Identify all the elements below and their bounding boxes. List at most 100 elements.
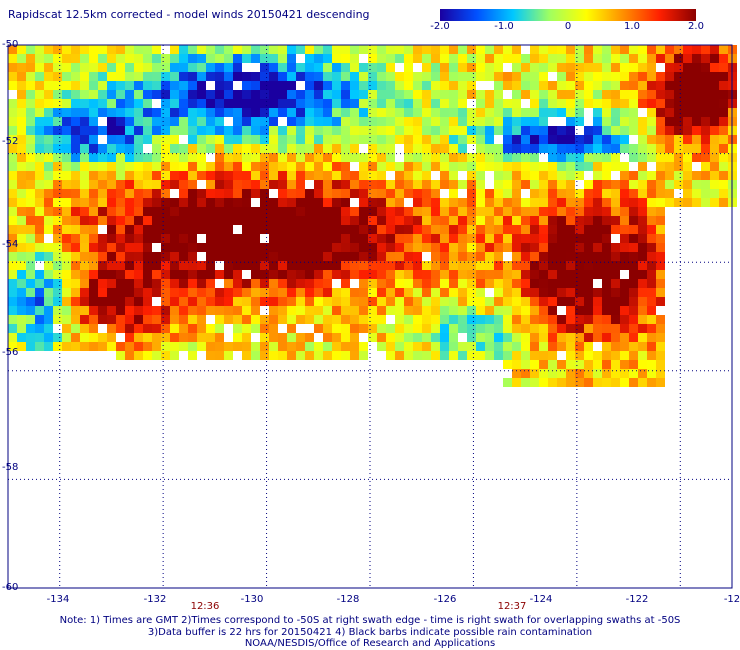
wind-difference-cell bbox=[26, 54, 35, 63]
wind-difference-cell bbox=[215, 144, 224, 153]
wind-difference-cell bbox=[35, 72, 44, 81]
wind-difference-cell bbox=[8, 153, 17, 162]
wind-difference-cell bbox=[512, 333, 521, 342]
wind-difference-cell bbox=[494, 324, 503, 333]
wind-difference-cell bbox=[710, 90, 719, 99]
wind-difference-cell bbox=[17, 81, 26, 90]
wind-difference-cell bbox=[368, 243, 377, 252]
wind-difference-cell bbox=[62, 234, 71, 243]
wind-difference-cell bbox=[701, 54, 710, 63]
wind-difference-cell bbox=[269, 117, 278, 126]
wind-difference-cell bbox=[692, 153, 701, 162]
wind-difference-cell bbox=[224, 153, 233, 162]
wind-difference-cell bbox=[107, 261, 116, 270]
wind-difference-cell bbox=[224, 135, 233, 144]
wind-difference-cell bbox=[161, 288, 170, 297]
wind-difference-cell bbox=[611, 108, 620, 117]
wind-difference-cell bbox=[557, 108, 566, 117]
wind-difference-cell bbox=[107, 288, 116, 297]
wind-difference-cell bbox=[359, 297, 368, 306]
wind-difference-cell bbox=[26, 99, 35, 108]
wind-difference-cell bbox=[719, 144, 728, 153]
wind-difference-cell bbox=[206, 270, 215, 279]
wind-difference-cell bbox=[107, 108, 116, 117]
wind-difference-cell bbox=[26, 288, 35, 297]
wind-difference-cell bbox=[566, 252, 575, 261]
wind-difference-cell bbox=[107, 306, 116, 315]
wind-difference-cell bbox=[134, 279, 143, 288]
wind-difference-cell bbox=[557, 72, 566, 81]
wind-difference-cell bbox=[179, 144, 188, 153]
wind-difference-cell bbox=[620, 45, 629, 54]
wind-difference-cell bbox=[323, 81, 332, 90]
wind-difference-cell bbox=[566, 225, 575, 234]
wind-difference-cell bbox=[134, 54, 143, 63]
wind-difference-cell bbox=[152, 342, 161, 351]
wind-difference-cell bbox=[539, 234, 548, 243]
wind-difference-cell bbox=[17, 72, 26, 81]
wind-difference-cell bbox=[647, 54, 656, 63]
wind-difference-cell bbox=[611, 369, 620, 378]
wind-difference-cell bbox=[629, 333, 638, 342]
wind-difference-cell bbox=[593, 324, 602, 333]
wind-difference-cell bbox=[620, 144, 629, 153]
wind-difference-cell bbox=[206, 351, 215, 360]
wind-difference-cell bbox=[386, 117, 395, 126]
wind-difference-cell bbox=[305, 261, 314, 270]
wind-difference-cell bbox=[611, 315, 620, 324]
wind-difference-cell bbox=[638, 297, 647, 306]
wind-difference-cell bbox=[98, 252, 107, 261]
wind-difference-cell bbox=[233, 270, 242, 279]
wind-difference-cell bbox=[386, 54, 395, 63]
wind-difference-cell bbox=[53, 153, 62, 162]
wind-difference-cell bbox=[161, 324, 170, 333]
wind-difference-cell bbox=[251, 270, 260, 279]
wind-difference-cell bbox=[548, 279, 557, 288]
wind-difference-cell bbox=[134, 99, 143, 108]
wind-difference-cell bbox=[512, 126, 521, 135]
wind-difference-cell bbox=[530, 117, 539, 126]
wind-difference-cell bbox=[449, 126, 458, 135]
wind-difference-cell bbox=[143, 225, 152, 234]
wind-difference-cell bbox=[557, 378, 566, 387]
wind-difference-cell bbox=[701, 198, 710, 207]
wind-difference-cell bbox=[80, 54, 89, 63]
wind-difference-cell bbox=[287, 333, 296, 342]
wind-difference-cell bbox=[521, 288, 530, 297]
wind-difference-cell bbox=[278, 306, 287, 315]
wind-difference-cell bbox=[323, 135, 332, 144]
wind-difference-cell bbox=[539, 243, 548, 252]
wind-difference-cell bbox=[458, 306, 467, 315]
wind-difference-cell bbox=[305, 63, 314, 72]
wind-difference-cell bbox=[674, 198, 683, 207]
wind-difference-cell bbox=[287, 216, 296, 225]
wind-difference-cell bbox=[71, 198, 80, 207]
wind-difference-cell bbox=[530, 198, 539, 207]
wind-difference-cell bbox=[431, 333, 440, 342]
wind-difference-cell bbox=[305, 54, 314, 63]
wind-difference-cell bbox=[62, 63, 71, 72]
wind-difference-cell bbox=[80, 207, 89, 216]
wind-difference-cell bbox=[629, 180, 638, 189]
wind-difference-cell bbox=[125, 297, 134, 306]
wind-difference-cell bbox=[116, 261, 125, 270]
wind-difference-cell bbox=[557, 162, 566, 171]
wind-difference-cell bbox=[584, 63, 593, 72]
wind-difference-cell bbox=[719, 126, 728, 135]
wind-difference-cell bbox=[170, 306, 179, 315]
wind-difference-cell bbox=[305, 72, 314, 81]
wind-difference-cell bbox=[359, 342, 368, 351]
wind-difference-cell bbox=[557, 360, 566, 369]
wind-difference-cell bbox=[386, 324, 395, 333]
wind-difference-cell bbox=[602, 333, 611, 342]
wind-difference-cell bbox=[224, 351, 233, 360]
wind-difference-cell bbox=[197, 207, 206, 216]
wind-difference-cell bbox=[422, 270, 431, 279]
wind-difference-cell bbox=[611, 45, 620, 54]
wind-difference-cell bbox=[359, 81, 368, 90]
wind-difference-cell bbox=[431, 189, 440, 198]
wind-difference-cell bbox=[242, 126, 251, 135]
wind-difference-cell bbox=[332, 270, 341, 279]
wind-difference-cell bbox=[512, 315, 521, 324]
wind-difference-cell bbox=[197, 261, 206, 270]
